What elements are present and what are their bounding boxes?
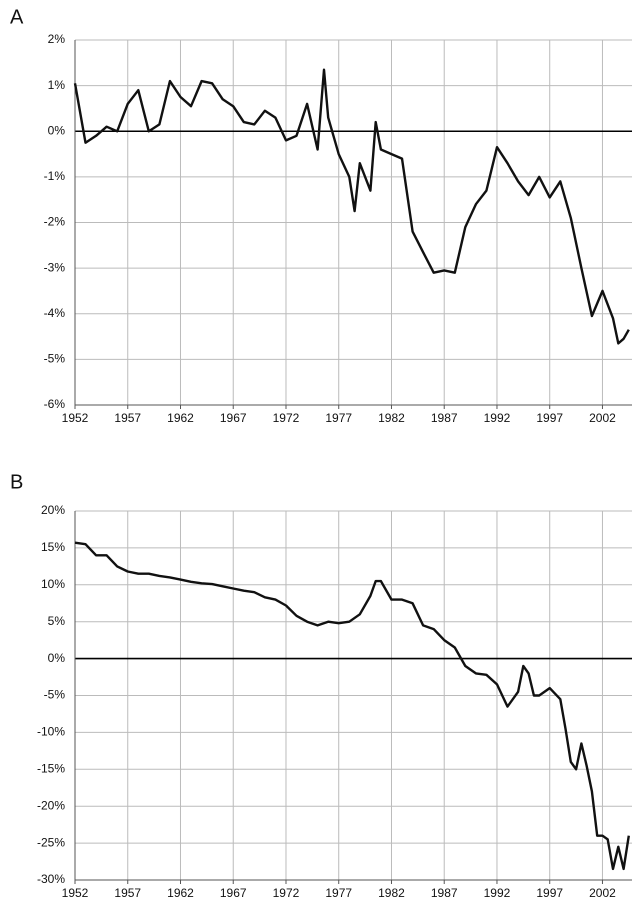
x-tick-label: 1992 [484, 411, 511, 425]
data-line [73, 68, 630, 345]
x-tick-label: 2002 [589, 411, 616, 425]
x-tick-label: 1972 [273, 411, 300, 425]
y-tick-label: -3% [44, 260, 66, 274]
x-tick-label: 1977 [325, 886, 352, 900]
y-tick-label: 0% [48, 651, 66, 665]
x-tick-label: 1977 [325, 411, 352, 425]
y-tick-label: -25% [37, 835, 65, 849]
y-tick-label: -2% [44, 215, 66, 229]
x-tick-label: 1962 [167, 886, 194, 900]
y-tick-label: 5% [48, 614, 66, 628]
y-tick-label: -20% [37, 798, 65, 812]
data-line [74, 541, 630, 871]
y-tick-label: -15% [37, 761, 65, 775]
y-tick-label: 10% [41, 577, 65, 591]
y-tick-label: -10% [37, 725, 65, 739]
y-tick-label: 0% [48, 123, 66, 137]
x-tick-label: 1972 [273, 886, 300, 900]
x-tick-label: 1982 [378, 411, 405, 425]
y-tick-label: 1% [48, 78, 66, 92]
y-tick-label: -30% [37, 872, 65, 886]
x-tick-label: 1997 [536, 886, 563, 900]
panel-label: B [10, 471, 23, 493]
x-tick-label: 1962 [167, 411, 194, 425]
y-tick-label: -6% [44, 397, 66, 411]
y-tick-label: -1% [44, 169, 66, 183]
x-tick-label: 2002 [589, 886, 616, 900]
x-tick-label: 1982 [378, 886, 405, 900]
y-tick-label: -4% [44, 306, 66, 320]
x-tick-label: 1952 [62, 411, 89, 425]
y-tick-label: 15% [41, 540, 65, 554]
x-tick-label: 1997 [536, 411, 563, 425]
x-tick-label: 1992 [484, 886, 511, 900]
x-tick-label: 1967 [220, 886, 247, 900]
x-tick-label: 1957 [114, 886, 141, 900]
x-tick-label: 1987 [431, 411, 458, 425]
x-tick-label: 1967 [220, 411, 247, 425]
y-tick-label: -5% [44, 352, 66, 366]
y-tick-label: -5% [44, 688, 66, 702]
x-tick-label: 1987 [431, 886, 458, 900]
panel-label: A [10, 6, 24, 28]
x-tick-label: 1952 [62, 886, 89, 900]
y-tick-label: 2% [48, 32, 66, 46]
x-tick-label: 1957 [114, 411, 141, 425]
y-tick-label: 20% [41, 503, 65, 517]
